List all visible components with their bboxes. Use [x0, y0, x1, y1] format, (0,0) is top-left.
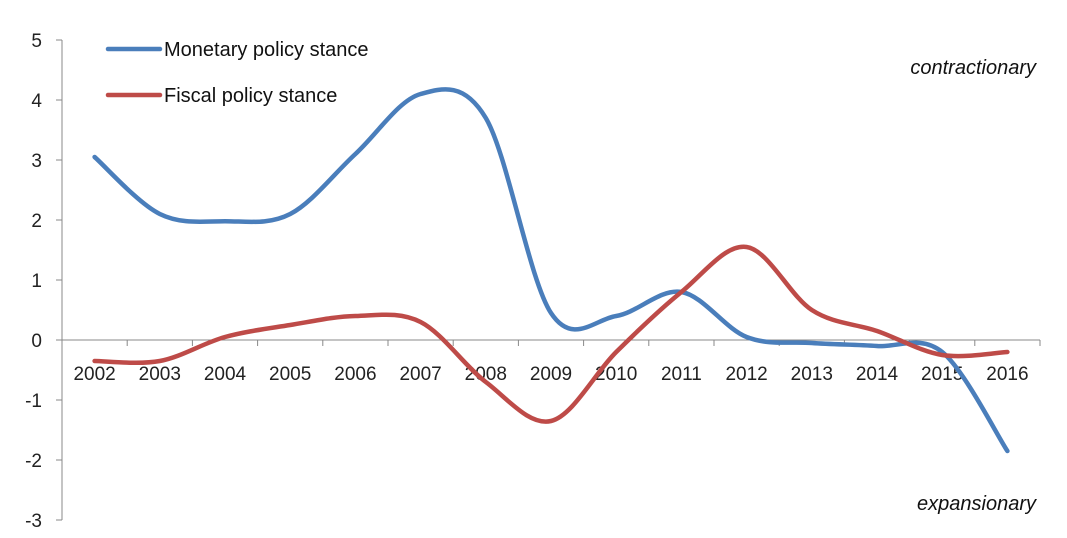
legend: Monetary policy stance Fiscal policy stan…	[105, 39, 369, 107]
y-tick-label: 3	[31, 151, 42, 172]
x-tick-label: 2009	[530, 364, 572, 385]
y-axis	[56, 39, 63, 521]
annotation-contractionary: contractionary	[910, 57, 1037, 79]
y-tick-label: 5	[31, 31, 42, 52]
y-tick-label: 0	[31, 331, 42, 352]
x-tick-labels: 2002 2003 2004 2005 2006 2007 2008 2009 2010 2011…	[73, 364, 1028, 385]
x-tick-label: 2015	[921, 364, 963, 385]
monetary-policy-stance-line	[92, 87, 1010, 454]
x-tick-label: 2006	[334, 364, 376, 385]
y-tick-labels: 5 4 3 2 1 0 -1 -2 -3	[25, 31, 42, 532]
x-tick-label: 2016	[986, 364, 1028, 385]
y-tick-label: 2	[31, 211, 42, 232]
x-tick-label: 2002	[73, 364, 115, 385]
y-tick-label: 4	[31, 91, 42, 112]
legend-label-fiscal-policy-stance: Fiscal policy stance	[164, 85, 337, 107]
x-tick-label: 2003	[139, 364, 181, 385]
x-tick-label: 2008	[465, 364, 507, 385]
x-tick-label: 2007	[399, 364, 441, 385]
x-tick-label: 2011	[661, 364, 702, 385]
legend-label-monetary-policy-stance: Monetary policy stance	[164, 39, 369, 61]
x-tick-label: 2005	[269, 364, 311, 385]
x-tick-label: 2004	[204, 364, 247, 385]
y-tick-label: 1	[31, 271, 42, 292]
x-tick-label: 2013	[791, 364, 833, 385]
y-tick-label: -3	[25, 511, 42, 532]
y-tick-label: -1	[25, 391, 42, 412]
series-lines	[92, 87, 1010, 454]
fiscal-policy-stance-line	[92, 244, 1010, 424]
x-tick-label: 2014	[856, 364, 899, 385]
x-tick-label: 2012	[725, 364, 767, 385]
annotation-expansionary: expansionary	[917, 493, 1037, 515]
y-tick-label: -2	[25, 451, 42, 472]
x-tick-label: 2010	[595, 364, 637, 385]
